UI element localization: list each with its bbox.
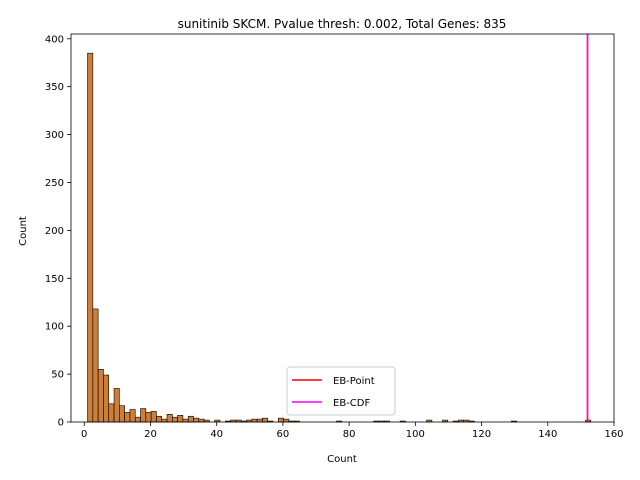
histogram-bar xyxy=(172,416,178,423)
y-tick-label: 0 xyxy=(58,418,64,429)
y-tick-label: 250 xyxy=(45,178,64,189)
x-axis-ticks: 0 20 40 60 80 100 120 140 160 xyxy=(81,422,624,440)
legend-box xyxy=(286,366,396,416)
histogram-bar xyxy=(277,417,284,423)
histogram-bar xyxy=(145,412,152,423)
y-tick-label: 300 xyxy=(45,130,64,141)
histogram-bar xyxy=(119,405,125,423)
histogram-bar xyxy=(187,415,194,423)
histogram-bar xyxy=(182,418,189,423)
histogram-bar xyxy=(140,408,147,423)
bars-group xyxy=(87,52,592,423)
x-tick-label: 40 xyxy=(210,429,223,440)
x-tick-label: 60 xyxy=(277,429,290,440)
histogram-bar xyxy=(283,418,290,423)
histogram-bar xyxy=(156,415,163,423)
histogram-bar xyxy=(134,416,141,423)
histogram-bar xyxy=(150,411,157,423)
histogram-bar xyxy=(113,388,120,423)
y-axis-label: Count xyxy=(18,216,29,246)
y-axis-ticks: 0 50 100 150 200 250 300 350 400 xyxy=(45,34,71,429)
histogram-bar xyxy=(103,374,110,423)
histogram-bar xyxy=(129,409,136,423)
histogram-bar xyxy=(177,414,184,423)
x-tick-label: 0 xyxy=(81,429,87,440)
x-tick-label: 100 xyxy=(406,429,425,440)
x-axis-label: Count xyxy=(327,454,357,465)
histogram-bar xyxy=(92,308,99,423)
y-tick-label: 150 xyxy=(45,274,64,285)
y-tick-label: 200 xyxy=(45,226,64,237)
x-tick-label: 160 xyxy=(604,429,623,440)
legend-label-eb-point: EB-Point xyxy=(333,376,375,387)
y-tick-label: 400 xyxy=(45,34,64,45)
x-tick-label: 20 xyxy=(144,429,157,440)
histogram-bar xyxy=(198,418,205,423)
histogram-bar xyxy=(161,418,168,423)
legend: EB-Point EB-CDF xyxy=(286,366,396,416)
x-tick-label: 120 xyxy=(472,429,491,440)
y-tick-label: 50 xyxy=(51,370,64,381)
legend-label-eb-cdf: EB-CDF xyxy=(333,398,370,409)
histogram-bar xyxy=(256,418,263,423)
histogram-bar xyxy=(251,418,258,423)
plot-frame xyxy=(70,33,615,423)
histogram-bar xyxy=(124,412,131,423)
histogram-bar xyxy=(87,52,94,423)
chart-title: sunitinib SKCM. Pvalue thresh: 0.002, To… xyxy=(178,17,507,31)
x-tick-label: 140 xyxy=(538,429,557,440)
histogram-bar xyxy=(108,403,115,423)
histogram-bar xyxy=(193,417,200,423)
y-tick-label: 100 xyxy=(45,322,64,333)
histogram-bar xyxy=(166,414,173,423)
histogram-bar xyxy=(262,417,268,423)
histogram-bar xyxy=(97,369,104,423)
y-tick-label: 350 xyxy=(45,82,64,93)
x-tick-label: 80 xyxy=(343,429,356,440)
